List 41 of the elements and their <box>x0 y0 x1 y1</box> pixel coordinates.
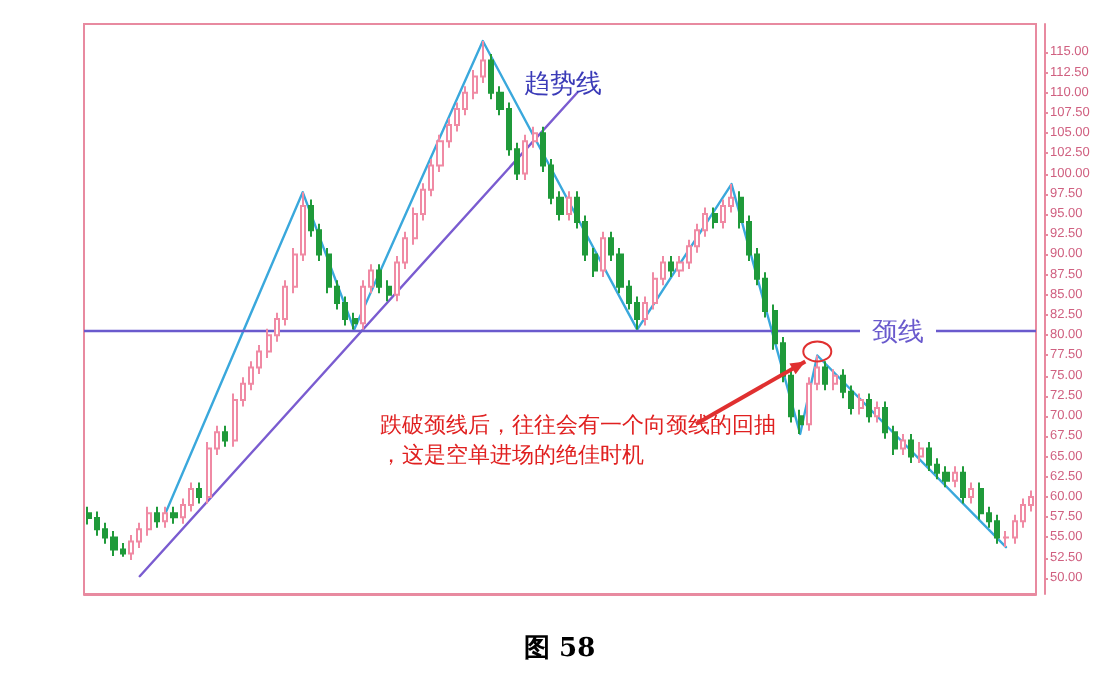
candlestick <box>874 400 880 424</box>
candlestick <box>196 481 202 505</box>
candlestick <box>866 392 872 424</box>
candlestick <box>918 441 924 465</box>
candlestick <box>376 263 382 295</box>
candlestick <box>822 360 828 392</box>
candlestick <box>352 311 358 331</box>
candlestick <box>170 505 178 525</box>
caption: 图 58 <box>524 634 596 664</box>
candlestick <box>960 465 966 505</box>
candlestick <box>968 481 974 505</box>
candlestick <box>154 505 160 529</box>
ref-line-label: 颈线 <box>872 316 924 347</box>
candlestick <box>566 190 572 222</box>
candlestick <box>642 295 648 327</box>
candlestick <box>532 125 538 149</box>
candlestick <box>94 510 100 537</box>
candlestick <box>592 246 598 279</box>
candlestick <box>908 432 914 465</box>
candlestick <box>900 432 906 456</box>
candlestick <box>994 513 1000 545</box>
candlestick <box>222 424 228 448</box>
annotation: 趋势线 <box>524 70 602 100</box>
line-series <box>164 39 1008 549</box>
candlestick <box>712 206 718 230</box>
candlestick <box>798 408 804 435</box>
candlestick <box>600 230 606 279</box>
candlestick <box>892 424 898 456</box>
candlestick <box>858 392 864 416</box>
candlestick <box>522 133 528 182</box>
candlestick <box>386 279 392 303</box>
candlestick <box>162 505 168 529</box>
candlestick <box>978 481 984 521</box>
candlestick <box>926 441 932 473</box>
candlestick <box>832 368 838 392</box>
candlestick <box>146 505 152 537</box>
candlestick <box>942 465 950 489</box>
candlestick <box>668 255 674 279</box>
candlestick <box>952 465 958 489</box>
candlestick <box>882 400 888 440</box>
candlestick <box>110 529 118 557</box>
